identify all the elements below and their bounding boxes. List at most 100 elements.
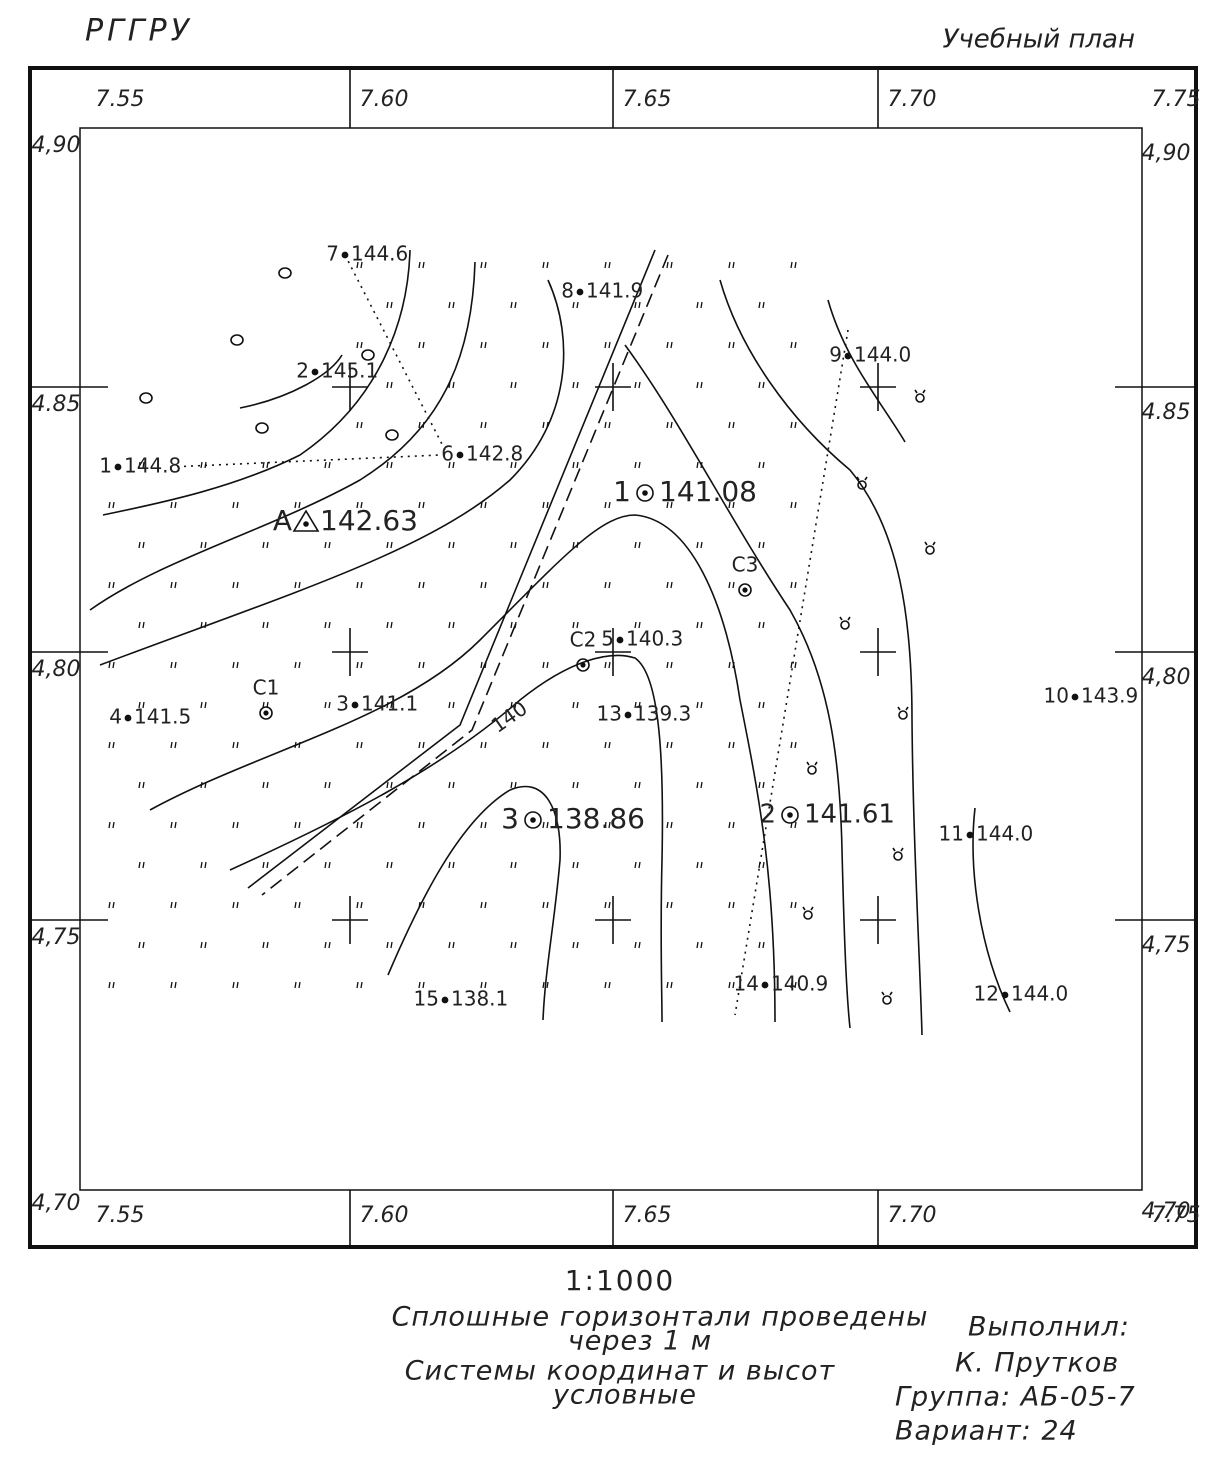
grass-symbol bbox=[386, 621, 393, 629]
tree-symbol bbox=[839, 616, 851, 621]
grass-symbol bbox=[108, 901, 115, 909]
traverse-line bbox=[169, 254, 849, 1016]
y-grid-label: 4,90 bbox=[1142, 141, 1191, 166]
grass-symbol bbox=[294, 821, 301, 829]
grass-symbol bbox=[294, 981, 301, 989]
grass-symbol bbox=[294, 581, 301, 589]
doc-type: Учебный план bbox=[943, 25, 1135, 55]
grass-symbol bbox=[604, 901, 611, 909]
grass-symbol bbox=[170, 901, 177, 909]
grass-symbol bbox=[200, 541, 207, 549]
grass-symbol bbox=[138, 781, 145, 789]
grass-symbol bbox=[510, 461, 517, 469]
author-info: Группа: АБ-05-7 bbox=[895, 1382, 1136, 1413]
footer-note: Системы координат и высот bbox=[405, 1356, 836, 1387]
point-elevation: 144.6 bbox=[351, 242, 408, 266]
grass-symbol bbox=[418, 581, 425, 589]
grass-symbol bbox=[356, 501, 363, 509]
point-elevation: 138.86 bbox=[547, 802, 645, 835]
grass-symbol bbox=[542, 741, 549, 749]
grass-symbol bbox=[572, 941, 579, 949]
grass-symbol bbox=[728, 261, 735, 269]
tree-symbol bbox=[898, 710, 908, 720]
grass-symbol bbox=[386, 781, 393, 789]
x-grid-label: 7.75 bbox=[1152, 87, 1201, 112]
grass-symbol bbox=[790, 261, 797, 269]
grass-symbol bbox=[448, 461, 455, 469]
grass-symbol bbox=[386, 381, 393, 389]
grass-symbol bbox=[418, 901, 425, 909]
point-number: 6 bbox=[441, 442, 454, 466]
grass-symbol bbox=[696, 541, 703, 549]
tree-symbol bbox=[924, 541, 936, 546]
grass-symbol bbox=[572, 301, 579, 309]
point-number: 1 bbox=[99, 454, 112, 478]
grass-symbol bbox=[728, 981, 735, 989]
grass-symbol bbox=[448, 381, 455, 389]
grass-symbol bbox=[138, 621, 145, 629]
grass-symbol bbox=[634, 861, 641, 869]
survey-point bbox=[524, 811, 542, 829]
y-grid-label: 4.85 bbox=[1142, 400, 1191, 425]
point-elevation: 144.8 bbox=[124, 454, 181, 478]
point-number: 7 bbox=[326, 242, 339, 266]
grass-symbol bbox=[200, 461, 207, 469]
grass-symbol bbox=[480, 821, 487, 829]
grass-symbol bbox=[666, 901, 673, 909]
grass-symbol bbox=[696, 381, 703, 389]
contour bbox=[99, 279, 565, 666]
grass-symbol bbox=[634, 301, 641, 309]
point-elevation: 141.9 bbox=[586, 279, 643, 303]
point-dot bbox=[441, 996, 449, 1004]
grass-symbol bbox=[232, 741, 239, 749]
contour bbox=[229, 654, 664, 1023]
point-number: 8 bbox=[561, 279, 574, 303]
bush-symbol bbox=[278, 267, 292, 279]
grass-symbol bbox=[138, 541, 145, 549]
map-content bbox=[30, 68, 1196, 1247]
grass-symbol bbox=[542, 421, 549, 429]
x-grid-label: 7.75 bbox=[1152, 1203, 1201, 1228]
tree-symbol bbox=[893, 851, 903, 861]
grass-symbol bbox=[758, 941, 765, 949]
grass-symbol bbox=[572, 621, 579, 629]
grid-cross bbox=[595, 628, 631, 676]
grid-cross bbox=[332, 363, 368, 411]
grass-symbol bbox=[728, 501, 735, 509]
grass-symbol bbox=[696, 701, 703, 709]
x-grid-label: 7.55 bbox=[96, 87, 145, 112]
grass-symbol bbox=[758, 301, 765, 309]
grass-symbol bbox=[418, 981, 425, 989]
x-grid-label: 7.60 bbox=[360, 87, 409, 112]
grass-symbol bbox=[448, 861, 455, 869]
grass-symbol bbox=[634, 941, 641, 949]
grass-symbol bbox=[262, 941, 269, 949]
point-dot bbox=[351, 701, 359, 709]
grass-symbol bbox=[356, 421, 363, 429]
grass-symbol bbox=[790, 581, 797, 589]
grass-symbol bbox=[542, 981, 549, 989]
contour-label: 140 bbox=[487, 696, 532, 738]
point-number: 14 bbox=[734, 972, 759, 996]
contour bbox=[89, 261, 476, 611]
station-label: C3 bbox=[732, 553, 759, 577]
point-elevation: 141.1 bbox=[361, 692, 418, 716]
grass-symbol bbox=[572, 541, 579, 549]
grass-symbol bbox=[572, 381, 579, 389]
grass-symbol bbox=[696, 621, 703, 629]
point-number: A bbox=[273, 504, 292, 537]
point-number: 9 bbox=[829, 343, 842, 367]
grass-symbol bbox=[696, 461, 703, 469]
tree-symbol bbox=[802, 906, 814, 911]
footer-note: через 1 м bbox=[568, 1326, 712, 1357]
grass-symbol bbox=[790, 741, 797, 749]
grass-symbol bbox=[418, 421, 425, 429]
grass-symbol bbox=[356, 741, 363, 749]
grid-cross bbox=[860, 896, 896, 944]
grass-symbol bbox=[138, 861, 145, 869]
grass-symbol bbox=[634, 381, 641, 389]
grass-symbol bbox=[356, 661, 363, 669]
grass-symbol bbox=[604, 981, 611, 989]
grass-symbol bbox=[200, 861, 207, 869]
